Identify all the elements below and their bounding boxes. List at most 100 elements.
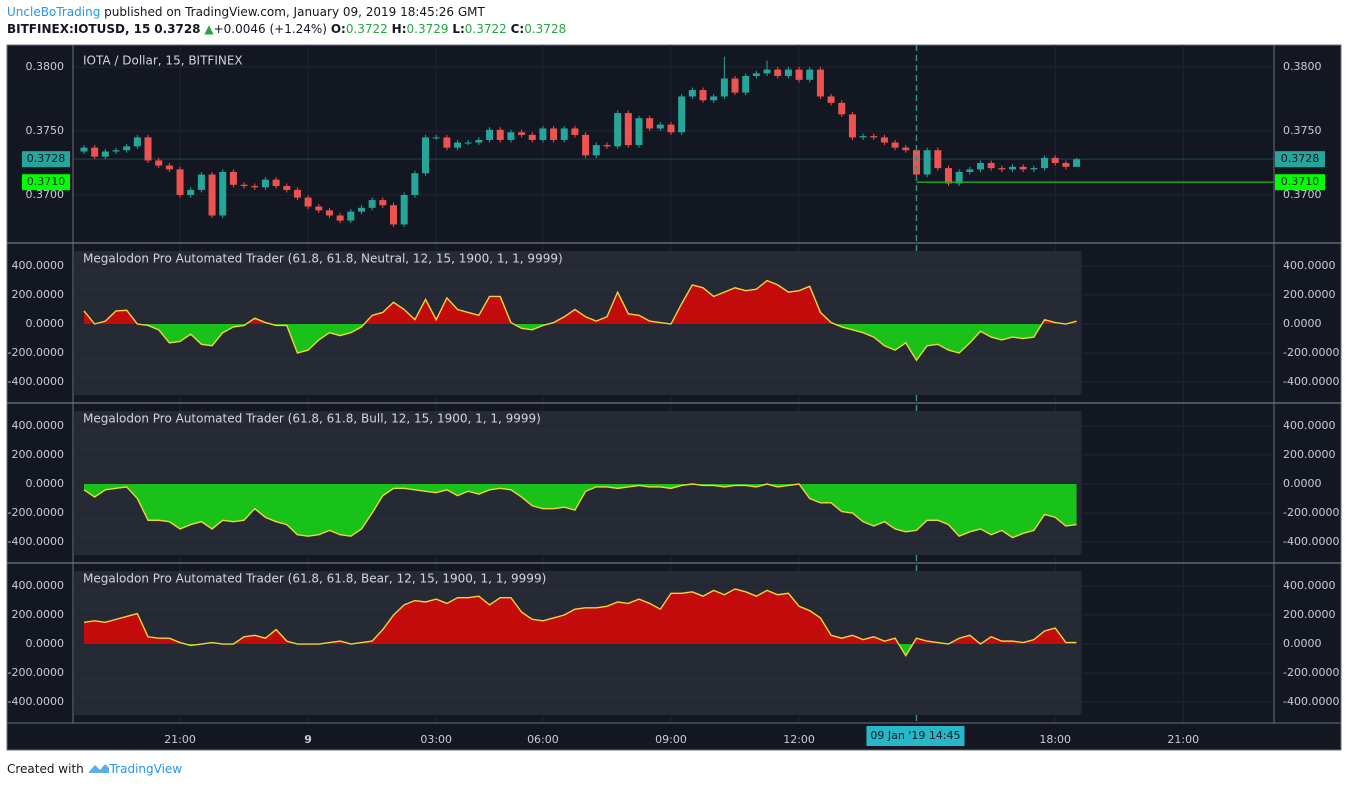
y-tick-label: 0.0000 <box>1283 317 1322 330</box>
candle-body <box>187 189 195 196</box>
candle-body <box>902 147 910 151</box>
symbol: BITFINEX:IOTUSD, 15 <box>7 22 151 36</box>
candle-body <box>646 118 654 129</box>
candle-body <box>731 78 739 93</box>
candle-body <box>91 147 99 157</box>
y-tick-label: -400.0000 <box>8 695 64 708</box>
y-tick-label: 0.3800 <box>26 60 65 73</box>
candle-body <box>955 171 963 184</box>
x-tick-label: 09:00 <box>655 733 687 746</box>
candle-body <box>197 174 205 190</box>
candle-body <box>411 173 419 196</box>
y-tick-label: 0.0000 <box>1283 477 1322 490</box>
area-negative <box>137 324 1042 361</box>
logo <box>88 764 109 773</box>
candle-body <box>133 137 141 147</box>
candle-body <box>656 124 664 129</box>
price-tag <box>1275 151 1325 168</box>
candle-body <box>261 179 269 188</box>
arrow: ▲ <box>204 22 214 36</box>
candle-body <box>944 168 952 184</box>
brand[interactable]: TradingView <box>109 762 183 776</box>
x-tick-label: 21:00 <box>1167 733 1199 746</box>
candle-body <box>678 96 686 133</box>
candle-body <box>486 129 494 140</box>
candle-body <box>304 197 312 207</box>
candle-body <box>582 134 590 156</box>
candle-body <box>272 179 280 187</box>
y-tick-label: 0.0000 <box>26 637 65 650</box>
y-tick-label: -400.0000 <box>8 535 64 548</box>
candle-body <box>560 128 568 140</box>
candle-body <box>934 150 942 169</box>
candle-body <box>720 78 728 97</box>
x-tick-label: 18:00 <box>1039 733 1071 746</box>
publish-line: UncleBoTrading published on TradingView.… <box>7 5 485 19</box>
candle-body <box>977 163 985 170</box>
candle-body <box>464 142 472 144</box>
candle-body <box>998 168 1006 170</box>
change: +0.0046 (+1.24%) <box>213 22 327 36</box>
candle-body <box>966 169 974 172</box>
candle-body <box>283 186 291 190</box>
y-tick-label: 0.0000 <box>1283 637 1322 650</box>
candle-body <box>699 90 707 101</box>
candle-body <box>1041 157 1049 169</box>
area-negative <box>83 484 1077 538</box>
candle-body <box>688 90 696 97</box>
candle-body <box>208 174 216 216</box>
candle-body <box>859 136 867 138</box>
y-tick-label: -200.0000 <box>1283 506 1339 519</box>
candle-body <box>165 165 173 170</box>
candle-body <box>880 137 888 143</box>
candle-body <box>390 205 398 225</box>
y-tick-label: -200.0000 <box>1283 346 1339 359</box>
candle-body <box>475 139 483 143</box>
y-tick-label: 0.3700 <box>26 188 65 201</box>
candle-body <box>763 69 771 74</box>
candle-body <box>742 75 750 93</box>
y-tick-label: -200.0000 <box>8 506 64 519</box>
candle-body <box>550 128 558 140</box>
ohlc-value: 0.3729 <box>406 22 449 36</box>
y-tick-label: -200.0000 <box>8 346 64 359</box>
x-tick-label: 9 <box>304 733 312 746</box>
y-tick-label: -400.0000 <box>8 375 64 388</box>
ohlc-key: O: <box>330 22 346 36</box>
candle-body <box>784 69 792 76</box>
y-tick-label: 0.0000 <box>26 317 65 330</box>
y-tick-label: 400.0000 <box>12 419 65 432</box>
logo-shape <box>88 764 109 773</box>
pane-title: IOTA / Dollar, 15, BITFINEX <box>83 54 243 68</box>
candle-body <box>315 206 323 211</box>
x-tick-label: 12:00 <box>783 733 815 746</box>
price-tag-label: 0.3728 <box>1281 152 1320 165</box>
candle-body <box>325 210 333 216</box>
y-tick-label: -400.0000 <box>1283 375 1339 388</box>
crosshair-label: 09 Jan '19 14:45 <box>870 729 960 742</box>
candle-body <box>635 118 643 146</box>
candle-body <box>592 145 600 156</box>
y-tick-label: 200.0000 <box>12 608 65 621</box>
indicator-line <box>83 483 1077 539</box>
author[interactable]: UncleBoTrading <box>7 5 101 19</box>
y-tick-label: 0.3750 <box>26 124 65 137</box>
indicator-line <box>83 279 1077 362</box>
candle-body <box>923 150 931 175</box>
candle-body <box>443 137 451 148</box>
ohlc-value: 0.3722 <box>345 22 388 36</box>
candle-body <box>1062 163 1070 167</box>
area-positive <box>83 588 1077 645</box>
candle-body <box>496 129 504 140</box>
candle-body <box>1030 168 1038 170</box>
candle-body <box>219 171 227 216</box>
candle-body <box>710 96 718 101</box>
candle-body <box>422 137 430 174</box>
quote-line: BITFINEX:IOTUSD, 15 0.3728 ▲+0.0046 (+1.… <box>7 22 566 36</box>
candle-body <box>80 147 88 152</box>
crosshair-tag <box>866 726 965 746</box>
y-tick-label: -200.0000 <box>1283 666 1339 679</box>
price-tag <box>22 151 70 168</box>
